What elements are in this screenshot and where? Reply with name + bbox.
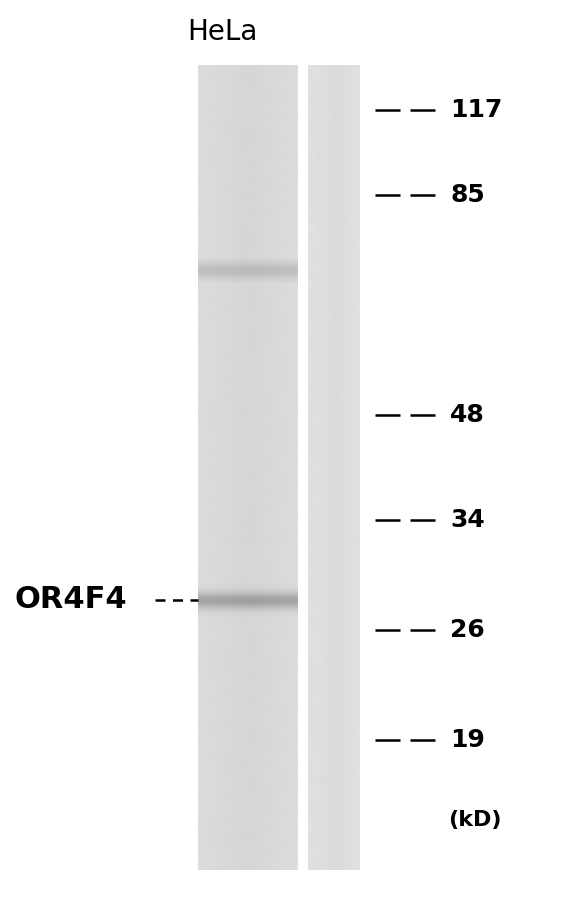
Text: HeLa: HeLa [187, 18, 257, 46]
Text: 117: 117 [450, 98, 502, 122]
Text: 19: 19 [450, 728, 485, 752]
Text: 85: 85 [450, 183, 485, 207]
Text: 26: 26 [450, 618, 485, 642]
Text: 34: 34 [450, 508, 485, 532]
Text: OR4F4: OR4F4 [15, 586, 128, 615]
Text: 48: 48 [450, 403, 485, 427]
Text: (kD): (kD) [448, 810, 502, 830]
